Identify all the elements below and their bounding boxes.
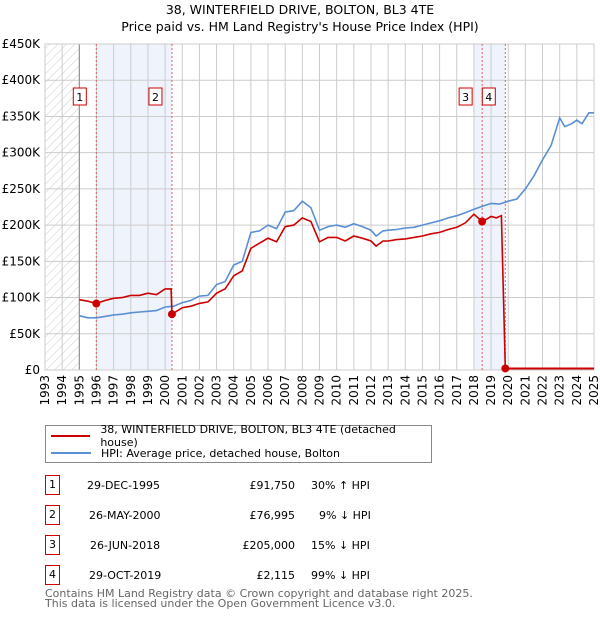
- plot-border: [44, 43, 595, 371]
- chart-title: 38, WINTERFIELD DRIVE, BOLTON, BL3 4TE: [165, 2, 435, 17]
- footer: Contains HM Land Registry data © Crown c…: [45, 587, 473, 610]
- y-tick-label: £250K: [2, 182, 42, 196]
- hpi-line: [79, 112, 594, 319]
- sale-hpi-diff: 9% ↓ HPI: [319, 509, 371, 522]
- x-tick-label: 2017: [450, 375, 464, 406]
- x-tick-label: 2002: [192, 375, 206, 406]
- sale-label: 1: [76, 91, 83, 104]
- legend-item-property: 38, WINTERFIELD DRIVE, BOLTON, BL3 4TE (…: [46, 423, 431, 449]
- x-tick-label: 2015: [415, 375, 429, 406]
- x-tick-label: 2021: [518, 375, 532, 406]
- x-tick-label: 2008: [295, 375, 309, 406]
- sale-point: [501, 364, 510, 373]
- property-price-line: [79, 213, 594, 370]
- x-tick-label: 1994: [55, 375, 69, 406]
- sale-point: [167, 310, 176, 319]
- x-tick-label: 2011: [347, 375, 361, 406]
- legend: 38, WINTERFIELD DRIVE, BOLTON, BL3 4TE (…: [45, 423, 432, 463]
- x-tick-label: 2016: [433, 375, 447, 406]
- sale-number-box: 3: [45, 535, 60, 555]
- footer-copyright: Contains HM Land Registry data © Crown c…: [45, 587, 473, 600]
- sale-number-box: 2: [45, 505, 60, 525]
- legend-label: HPI: Average price, detached house, Bolt…: [101, 446, 340, 460]
- legend-swatch-blue: [51, 452, 91, 454]
- sale-date: 26-MAY-2000: [89, 509, 161, 522]
- legend-label: 38, WINTERFIELD DRIVE, BOLTON, BL3 4TE (…: [100, 423, 396, 449]
- sale-point: [478, 217, 487, 226]
- sale-price: £91,750: [249, 479, 296, 492]
- x-tick-label: 1993: [38, 375, 52, 406]
- sale-label-box: [72, 87, 87, 106]
- x-tick-label: 2006: [261, 375, 275, 406]
- sale-label-box: [481, 87, 496, 106]
- chart-svg: £0 £50K £100K £150K £200K £250K £300K £350K £400…: [2, 37, 600, 406]
- x-tick-label: 2007: [278, 375, 292, 406]
- x-tick-label: 2025: [587, 375, 600, 406]
- table-row: 4 29-OCT-2019 £2,115 99% ↓ HPI: [45, 565, 445, 587]
- x-tick-label: 2013: [381, 375, 395, 406]
- x-tick-label: 2009: [313, 375, 327, 406]
- y-tick-label: £200K: [2, 218, 42, 232]
- x-tick-label: 2010: [330, 375, 344, 406]
- sale-hpi-diff: 30% ↑ HPI: [311, 479, 370, 492]
- x-tick-label: 2004: [227, 375, 241, 406]
- sale-label: 3: [462, 91, 469, 104]
- sale-label-box: [458, 87, 473, 106]
- sale-date: 29-DEC-1995: [87, 479, 161, 492]
- x-tick-label: 2012: [364, 375, 378, 406]
- x-tick-label: 2019: [484, 375, 498, 406]
- x-tick-label: 1997: [107, 375, 121, 406]
- sale-label: 2: [152, 91, 159, 104]
- sale-price: £205,000: [242, 539, 296, 552]
- table-row: 2 26-MAY-2000 £76,995 9% ↓ HPI: [45, 505, 445, 527]
- sale-label: 4: [485, 91, 492, 104]
- x-tick-label: 2020: [501, 375, 515, 406]
- x-tick-label: 2000: [158, 375, 172, 406]
- x-tick-label: 2018: [467, 375, 481, 406]
- sale-price: £2,115: [256, 569, 296, 582]
- y-tick-label: £350K: [2, 109, 42, 123]
- sale-hpi-diff: 15% ↓ HPI: [311, 539, 370, 552]
- sale-price: £76,995: [249, 509, 296, 522]
- sale-number-box: 4: [45, 565, 60, 585]
- x-tick-label: 2024: [570, 375, 584, 406]
- table-row: 1 29-DEC-1995 £91,750 30% ↑ HPI: [45, 475, 445, 497]
- x-tick-label: 2014: [398, 375, 412, 406]
- sale-label-box: [148, 87, 163, 106]
- y-tick-label: £100K: [2, 291, 42, 305]
- x-tick-label: 2022: [536, 375, 550, 406]
- y-tick-label: £450K: [2, 37, 42, 51]
- footer-licence: This data is licensed under the Open Gov…: [45, 597, 396, 610]
- sale-hpi-diff: 99% ↓ HPI: [311, 569, 370, 582]
- x-tick-label: 1996: [89, 375, 103, 406]
- x-tick-label: 1999: [141, 375, 155, 406]
- y-tick-label: £300K: [2, 146, 42, 160]
- sale-date: 29-OCT-2019: [89, 569, 162, 582]
- legend-item-hpi: HPI: Average price, detached house, Bolt…: [46, 445, 340, 461]
- y-tick-label: £50K: [9, 327, 41, 341]
- y-tick-label: £0: [25, 363, 40, 377]
- table-row: 3 26-JUN-2018 £205,000 15% ↓ HPI: [45, 535, 445, 557]
- y-tick-label: £400K: [2, 73, 42, 87]
- chart-subtitle: Price paid vs. HM Land Registry's House …: [121, 19, 479, 34]
- legend-swatch-red: [51, 435, 91, 437]
- x-tick-label: 2003: [210, 375, 224, 406]
- x-tick-label: 2023: [553, 375, 567, 406]
- sale-point: [92, 299, 101, 308]
- x-tick-label: 1995: [72, 375, 86, 406]
- x-tick-label: 1998: [124, 375, 138, 406]
- x-tick-label: 2005: [244, 375, 258, 406]
- y-tick-label: £150K: [2, 254, 42, 268]
- x-tick-label: 2001: [175, 375, 189, 406]
- sale-number-box: 1: [45, 475, 60, 495]
- sale-date: 26-JUN-2018: [90, 539, 161, 552]
